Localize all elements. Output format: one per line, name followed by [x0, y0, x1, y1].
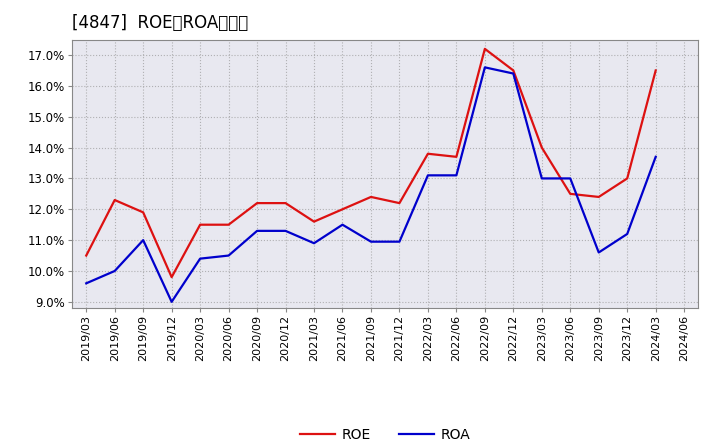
ROE [282, 201, 290, 206]
ROA [652, 154, 660, 159]
ROE [167, 275, 176, 280]
ROE [225, 222, 233, 227]
ROE [452, 154, 461, 159]
ROE [480, 46, 489, 51]
ROE [338, 207, 347, 212]
Line: ROE: ROE [86, 49, 656, 277]
ROE [395, 201, 404, 206]
ROA [310, 241, 318, 246]
ROA [167, 299, 176, 304]
ROA [196, 256, 204, 261]
ROA [82, 281, 91, 286]
ROA [595, 250, 603, 255]
ROA [452, 173, 461, 178]
Text: [4847]  ROE、ROAの推移: [4847] ROE、ROAの推移 [72, 15, 248, 33]
Line: ROA: ROA [86, 67, 656, 302]
ROA [509, 71, 518, 76]
ROA [623, 231, 631, 237]
ROE [366, 194, 375, 200]
ROE [310, 219, 318, 224]
ROE [509, 68, 518, 73]
ROA [139, 238, 148, 243]
Legend: ROE, ROA: ROE, ROA [294, 422, 476, 440]
ROA [225, 253, 233, 258]
ROE [595, 194, 603, 200]
ROA [338, 222, 347, 227]
ROA [566, 176, 575, 181]
ROA [395, 239, 404, 244]
ROA [110, 268, 119, 274]
ROE [566, 191, 575, 197]
ROA [423, 173, 432, 178]
ROA [480, 65, 489, 70]
ROE [423, 151, 432, 156]
ROE [253, 201, 261, 206]
ROE [652, 68, 660, 73]
ROA [282, 228, 290, 234]
ROE [139, 210, 148, 215]
ROE [623, 176, 631, 181]
ROE [82, 253, 91, 258]
ROA [537, 176, 546, 181]
ROA [366, 239, 375, 244]
ROE [537, 145, 546, 150]
ROA [253, 228, 261, 234]
ROE [196, 222, 204, 227]
ROE [110, 198, 119, 203]
